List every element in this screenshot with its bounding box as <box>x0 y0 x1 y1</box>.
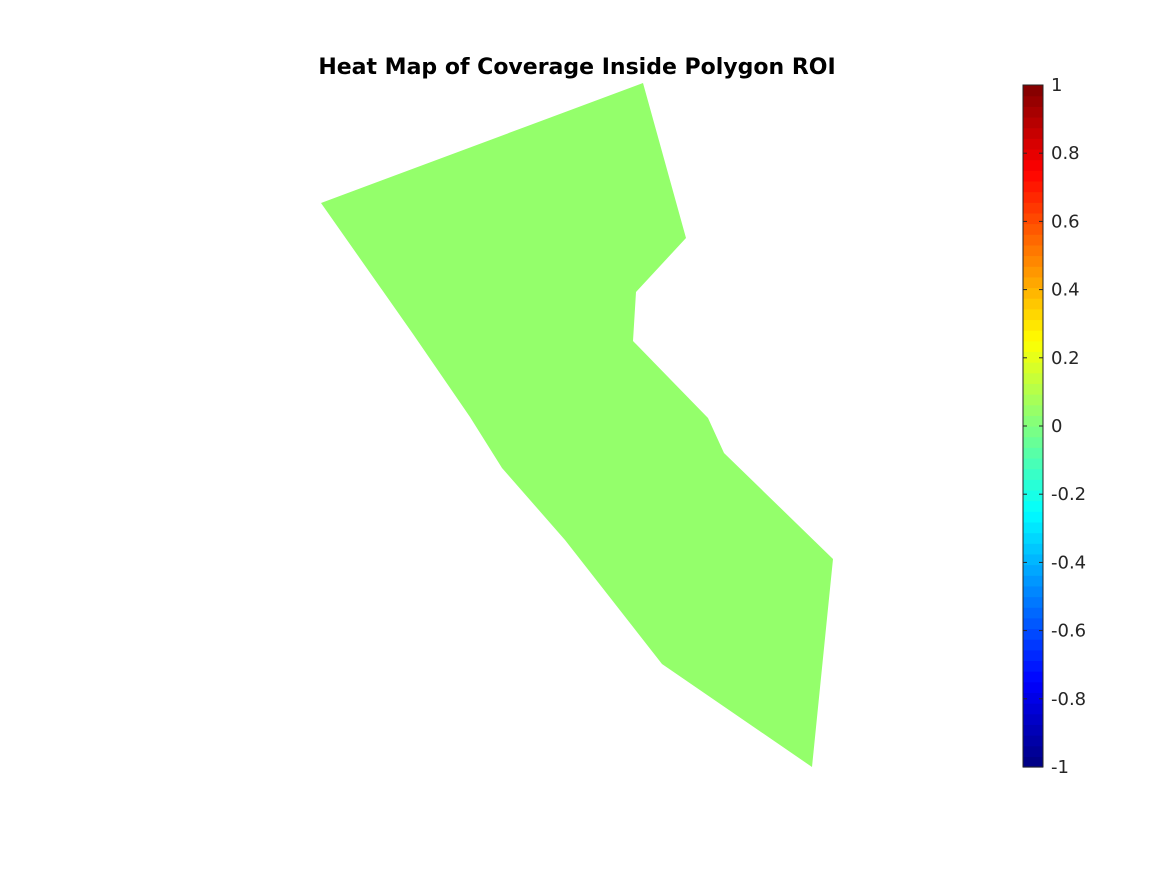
colorbar-band <box>1023 372 1043 384</box>
colorbar-band <box>1023 351 1043 363</box>
colorbar-tick-label: 0.2 <box>1051 348 1080 369</box>
colorbar-band <box>1023 703 1043 715</box>
colorbar-band <box>1023 553 1043 566</box>
colorbar-tick-label: -1 <box>1051 757 1069 778</box>
colorbar-band <box>1023 671 1043 683</box>
colorbar-tick-label: 0.8 <box>1051 143 1080 164</box>
colorbar-band <box>1023 756 1043 768</box>
colorbar-band <box>1023 479 1043 491</box>
colorbar-band <box>1023 436 1043 448</box>
colorbar-band <box>1023 745 1043 757</box>
colorbar-band <box>1023 127 1043 139</box>
colorbar-band <box>1023 404 1043 416</box>
colorbar-tick-label: -0.6 <box>1051 621 1086 642</box>
colorbar-band <box>1023 330 1043 342</box>
colorbar-band <box>1023 234 1043 246</box>
colorbar-tick-label: -0.4 <box>1051 552 1086 573</box>
colorbar-band <box>1023 447 1043 459</box>
colorbar-tick-label: 0.6 <box>1051 211 1080 232</box>
colorbar: -1 -0.8 -0.6 -0.4 -0.2 0 0.2 0.4 0.6 0.8 1 <box>1022 75 1086 778</box>
colorbar-band <box>1023 95 1043 107</box>
colorbar-band <box>1023 649 1043 662</box>
roi-polygon-region <box>321 83 833 767</box>
colorbar-band <box>1023 223 1043 235</box>
colorbar-band <box>1023 639 1043 651</box>
colorbar-band <box>1023 681 1043 694</box>
colorbar-ticks: -1 -0.8 -0.6 -0.4 -0.2 0 0.2 0.4 0.6 0.8 1 <box>1023 75 1086 778</box>
colorbar-band <box>1023 287 1043 299</box>
colorbar-tick-label: -0.2 <box>1051 484 1086 505</box>
colorbar-band <box>1023 500 1043 512</box>
colorbar-band <box>1023 138 1043 150</box>
colorbar-band <box>1023 106 1043 118</box>
colorbar-band <box>1023 202 1043 214</box>
colorbar-band <box>1023 628 1043 640</box>
colorbar-band <box>1023 607 1043 619</box>
colorbar-band <box>1023 575 1043 587</box>
colorbar-band <box>1023 255 1043 267</box>
colorbar-band <box>1023 116 1043 129</box>
colorbar-band <box>1023 564 1043 576</box>
colorbar-band <box>1023 170 1043 182</box>
colorbar-band <box>1023 191 1043 203</box>
colorbar-tick-label: -0.8 <box>1051 689 1086 710</box>
colorbar-band <box>1023 521 1043 534</box>
colorbar-band <box>1023 724 1043 736</box>
colorbar-band <box>1023 585 1043 598</box>
colorbar-band <box>1023 692 1043 704</box>
colorbar-band <box>1023 159 1043 171</box>
colorbar-band <box>1023 298 1043 310</box>
colorbar-band <box>1023 266 1043 278</box>
colorbar-band <box>1023 596 1043 608</box>
colorbar-band <box>1023 415 1043 427</box>
colorbar-band <box>1023 489 1043 502</box>
colorbar-band <box>1023 735 1043 747</box>
chart-title: Heat Map of Coverage Inside Polygon ROI <box>318 55 835 80</box>
colorbar-tick-label: 0.4 <box>1051 280 1080 301</box>
colorbar-band <box>1023 319 1043 331</box>
colorbar-band <box>1023 713 1043 725</box>
colorbar-band <box>1023 276 1043 289</box>
colorbar-band <box>1023 362 1043 374</box>
colorbar-band <box>1023 532 1043 544</box>
plot-area <box>321 83 833 767</box>
colorbar-band <box>1023 244 1043 257</box>
colorbar-tick-label: 1 <box>1051 75 1062 96</box>
colorbar-band <box>1023 511 1043 523</box>
colorbar-band <box>1023 660 1043 672</box>
colorbar-band <box>1023 394 1043 406</box>
colorbar-tick-label: 0 <box>1051 416 1062 437</box>
colorbar-band <box>1023 180 1043 193</box>
colorbar-band <box>1023 212 1043 225</box>
colorbar-band <box>1023 543 1043 555</box>
colorbar-band <box>1023 383 1043 395</box>
colorbar-bands <box>1023 85 1043 768</box>
colorbar-band <box>1023 426 1043 438</box>
colorbar-band <box>1023 617 1043 630</box>
colorbar-band <box>1023 340 1043 353</box>
colorbar-band <box>1023 457 1043 470</box>
colorbar-band <box>1023 468 1043 480</box>
colorbar-band <box>1023 85 1043 97</box>
colorbar-band <box>1023 308 1043 321</box>
colorbar-band <box>1023 148 1043 161</box>
